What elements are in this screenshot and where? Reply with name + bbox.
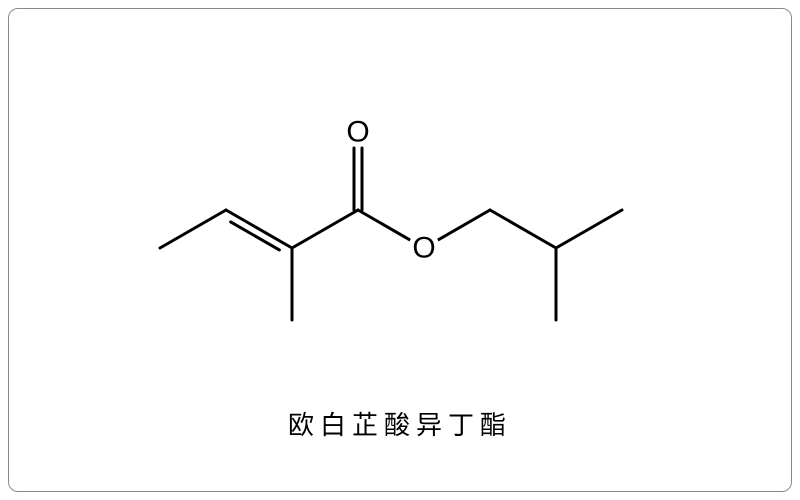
molecule-diagram: OOOO	[120, 70, 680, 350]
svg-text:O: O	[346, 116, 369, 149]
svg-text:O: O	[412, 232, 435, 265]
compound-name-text: 欧白芷酸异丁酯	[288, 411, 512, 440]
compound-name-caption: 欧白芷酸异丁酯	[0, 405, 800, 442]
